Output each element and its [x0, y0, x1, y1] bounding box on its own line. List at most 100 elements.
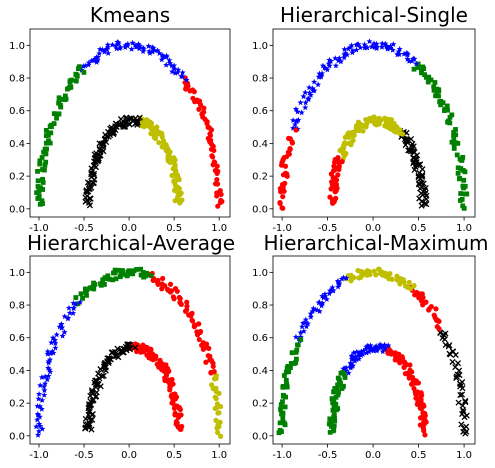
scatter-point [451, 129, 457, 135]
scatter-point [280, 194, 286, 200]
scatter-point [332, 189, 338, 195]
scatter-point [36, 420, 43, 427]
scatter-point [155, 281, 161, 288]
scatter-point [97, 152, 104, 159]
scatter-point [38, 374, 45, 380]
scatter-point [315, 81, 322, 88]
scatter-point [295, 116, 302, 123]
scatter-point [328, 186, 334, 192]
scatter-point [112, 270, 118, 276]
scatter-point [104, 41, 111, 48]
scatter-point [347, 44, 354, 51]
scatter-point [211, 147, 217, 154]
scatter-point [357, 268, 364, 275]
x-tick-label: 0.0 [121, 223, 137, 234]
scatter-point [141, 274, 147, 280]
scatter-point [173, 418, 180, 425]
scatter-point [333, 177, 340, 183]
scatter-point [437, 99, 443, 105]
scatter-point [378, 44, 386, 50]
scatter-point [160, 275, 166, 282]
scatter-point [135, 347, 141, 353]
scatter-point [419, 70, 424, 76]
scatter-point [442, 330, 449, 337]
scatter-point [445, 107, 450, 113]
scatter-point [411, 283, 417, 289]
scatter-point [302, 316, 309, 323]
x-tick-label: 0.5 [166, 223, 182, 234]
scatter-point [422, 72, 427, 78]
scatter-point [58, 324, 66, 331]
scatter-point [353, 127, 360, 133]
scatter-point [447, 114, 453, 120]
scatter-point [201, 109, 207, 115]
scatter-point [218, 197, 224, 204]
scatter-point [99, 46, 106, 53]
scatter-point [363, 123, 369, 129]
scatter-point [46, 366, 53, 373]
scatter-point [136, 43, 143, 50]
scatter-point [440, 100, 446, 106]
scatter-point [402, 283, 409, 289]
panel-kmeans: Kmeans -1.0 -0.5 0.0 0.5 1.0 0.0 0.2 0.4 0.6 0.8 1… [9, 3, 231, 234]
x-tick-label: -1.0 [29, 450, 49, 461]
scatter-point [348, 278, 354, 284]
scatter-point [165, 367, 171, 373]
scatter-point [297, 99, 304, 106]
scatter-point [149, 44, 156, 51]
scatter-point [455, 170, 461, 176]
scatter-point [329, 396, 335, 402]
scatter-point [353, 356, 360, 363]
scatter-point [40, 383, 48, 390]
scatter-point [433, 306, 439, 312]
scatter-point [132, 344, 139, 351]
y-tick-label: 0.2 [252, 172, 268, 183]
scatter-point [390, 41, 397, 47]
scatter-point [171, 187, 178, 193]
scatter-point [334, 385, 340, 391]
scatter-point [167, 281, 174, 287]
y-tick-label: 0.4 [252, 366, 268, 377]
scatter-point [349, 47, 356, 54]
scatter-point [200, 340, 206, 346]
scatter-point [457, 176, 463, 181]
scatter-point [319, 300, 326, 306]
panel-hierarchical-average: Hierarchical-Average -1.0 -0.5 0.0 0.5 1.0 0.… [9, 231, 235, 461]
scatter-point [214, 163, 220, 169]
scatter-point [421, 187, 428, 194]
scatter-point [215, 203, 221, 209]
scatter-point [347, 360, 355, 367]
scatter-point [326, 56, 333, 63]
scatter-point [208, 137, 214, 143]
scatter-point [184, 299, 190, 305]
y-tick-label: 0.2 [9, 399, 25, 410]
scatter-point [335, 375, 341, 381]
scatter-point [291, 361, 297, 366]
scatter-point [451, 146, 457, 151]
scatter-point [319, 62, 326, 69]
scatter-point [373, 44, 380, 50]
scatter-point [210, 386, 216, 392]
scatter-point [54, 115, 59, 121]
scatter-point [331, 423, 337, 429]
y-tick-label: 0.0 [252, 204, 268, 215]
y-tick-label: 0.6 [9, 333, 25, 344]
scatter-point [286, 151, 292, 157]
scatter-point [309, 308, 316, 314]
scatter-point [104, 276, 109, 282]
scatter-point [318, 302, 325, 309]
scatter-point [461, 205, 467, 211]
scatter-point [310, 87, 317, 94]
scatter-point [179, 69, 186, 76]
scatter-point [210, 154, 216, 160]
scatter-point [382, 40, 389, 47]
scatter-point [336, 54, 343, 61]
x-tick-label: 1.0 [456, 223, 472, 234]
scatter-point [163, 61, 170, 68]
scatter-point [331, 389, 337, 395]
scatter-point [90, 172, 97, 179]
scatter-point [316, 308, 323, 315]
scatter-point [93, 389, 100, 396]
scatter-point [110, 277, 116, 283]
scatter-point [446, 350, 453, 357]
